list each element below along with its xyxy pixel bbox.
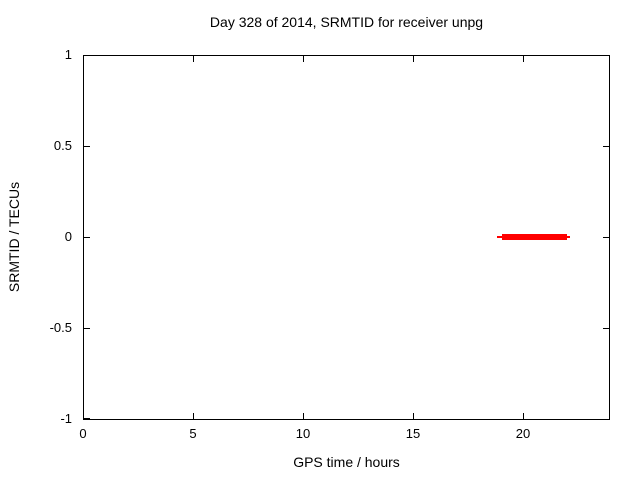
y-tick-1-left	[84, 55, 90, 56]
y-tick-label-0p5: 0.5	[53, 138, 72, 153]
y-tick-m0p5-left	[84, 328, 90, 329]
x-axis-title: GPS time / hours	[293, 454, 400, 470]
x-tick-label-20: 20	[515, 426, 531, 441]
x-tick-20-top	[523, 56, 524, 62]
data-series-srmtid-segment	[502, 234, 567, 240]
x-tick-label-5: 5	[189, 426, 197, 441]
y-tick-0p5-left	[84, 146, 90, 147]
x-tick-5-top	[193, 56, 194, 62]
y-tick-label-m1: -1	[60, 411, 72, 426]
x-tick-0-bottom	[83, 413, 84, 419]
y-tick-label-0: 0	[64, 229, 72, 244]
x-tick-label-0: 0	[79, 426, 87, 441]
x-tick-label-15: 15	[405, 426, 421, 441]
chart-title: Day 328 of 2014, SRMTID for receiver unp…	[209, 14, 484, 30]
y-axis-title: SRMTID / TECUs	[6, 181, 22, 293]
x-tick-label-10: 10	[295, 426, 311, 441]
y-tick-m0p5-right	[603, 328, 609, 329]
x-tick-10-top	[303, 56, 304, 62]
y-tick-0-left	[84, 237, 90, 238]
x-tick-10-bottom	[303, 413, 304, 419]
y-tick-0-right	[603, 237, 609, 238]
y-tick-m1-left	[84, 418, 90, 419]
x-tick-5-bottom	[193, 413, 194, 419]
y-tick-label-1: 1	[64, 47, 72, 62]
x-tick-15-bottom	[413, 413, 414, 419]
x-tick-20-bottom	[523, 413, 524, 419]
y-tick-0p5-right	[603, 146, 609, 147]
x-tick-15-top	[413, 56, 414, 62]
y-tick-label-m0p5: -0.5	[49, 320, 72, 335]
